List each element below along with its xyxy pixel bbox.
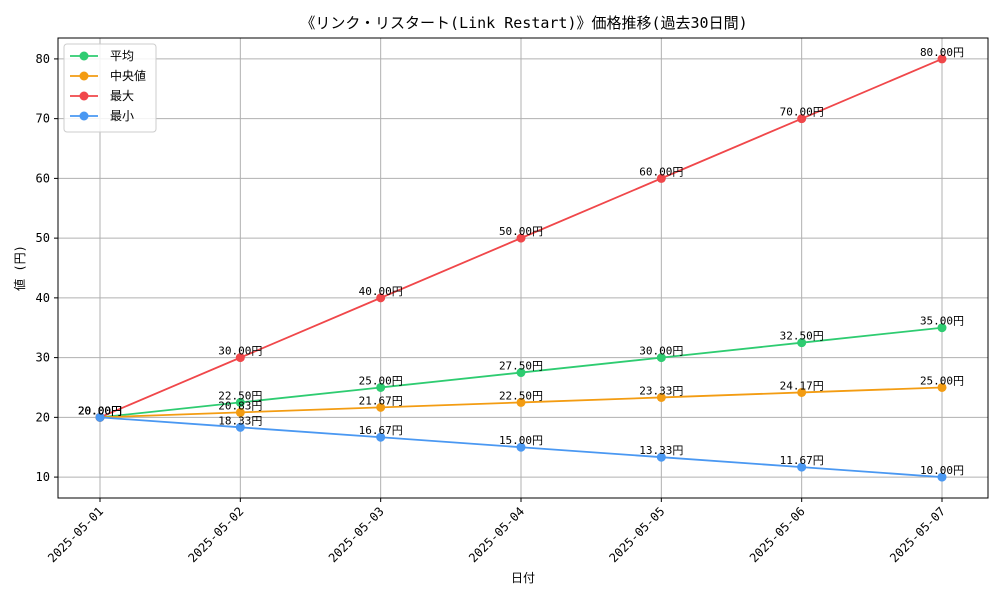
series-最大-point bbox=[937, 54, 947, 64]
series-中央値-point bbox=[516, 397, 526, 407]
data-label: 70.00円 bbox=[780, 106, 824, 119]
data-label: 13.33円 bbox=[639, 444, 683, 457]
y-tick-label: 10 bbox=[36, 470, 50, 484]
y-tick-label: 30 bbox=[36, 351, 50, 365]
data-label: 35.00円 bbox=[920, 315, 964, 328]
series-中央値-point bbox=[376, 402, 386, 412]
series-平均-point bbox=[937, 323, 947, 333]
y-tick-label: 50 bbox=[36, 231, 50, 245]
legend-swatch-marker bbox=[79, 71, 89, 81]
data-label: 25.00円 bbox=[359, 374, 403, 387]
data-label: 60.00円 bbox=[639, 165, 683, 178]
series-最小-point bbox=[516, 442, 526, 452]
series-中央値-point bbox=[235, 407, 245, 417]
series-最小-point bbox=[376, 432, 386, 442]
data-label: 80.00円 bbox=[920, 46, 964, 59]
legend-label: 最小 bbox=[110, 109, 134, 123]
data-label: 11.67円 bbox=[780, 454, 824, 467]
data-label: 30.00円 bbox=[639, 345, 683, 358]
series-最小-point bbox=[235, 422, 245, 432]
y-tick-label: 70 bbox=[36, 112, 50, 126]
data-label: 23.33円 bbox=[639, 384, 683, 397]
data-label: 16.67円 bbox=[359, 424, 403, 437]
y-tick-label: 60 bbox=[36, 171, 50, 185]
legend-swatch-marker bbox=[79, 51, 89, 61]
legend-swatch-marker bbox=[79, 111, 89, 121]
data-label: 24.17円 bbox=[780, 379, 824, 392]
legend-label: 平均 bbox=[110, 49, 134, 63]
chart-title: 《リンク・リスタート(Link Restart)》価格推移(過去30日間) bbox=[300, 14, 747, 32]
data-label: 20.00円 bbox=[78, 404, 122, 417]
series-group bbox=[95, 54, 947, 482]
series-中央値-point bbox=[937, 382, 947, 392]
y-tick-label: 80 bbox=[36, 52, 50, 66]
series-平均-point bbox=[656, 353, 666, 363]
data-label: 15.00円 bbox=[499, 434, 543, 447]
series-平均-point bbox=[235, 397, 245, 407]
data-label: 21.67円 bbox=[359, 394, 403, 407]
x-tick-label: 2025-05-07 bbox=[887, 504, 948, 565]
x-tick-label: 2025-05-06 bbox=[747, 504, 808, 565]
series-最大-point bbox=[235, 353, 245, 363]
data-label: 20.00円 bbox=[78, 404, 122, 417]
x-tick-label: 2025-05-04 bbox=[466, 504, 527, 565]
series-最小-point bbox=[797, 462, 807, 472]
series-最小-point bbox=[656, 452, 666, 462]
data-label: 22.50円 bbox=[499, 389, 543, 402]
series-最大-point bbox=[797, 114, 807, 124]
y-tick-label: 40 bbox=[36, 291, 50, 305]
x-tick-label: 2025-05-02 bbox=[185, 504, 246, 565]
data-label: 40.00円 bbox=[359, 285, 403, 298]
y-axis-label: 値 (円) bbox=[12, 245, 27, 291]
data-label: 20.83円 bbox=[218, 399, 262, 412]
legend-label: 中央値 bbox=[110, 68, 146, 83]
series-平均-point bbox=[797, 338, 807, 348]
data-label: 25.00円 bbox=[920, 374, 964, 387]
data-label: 20.00円 bbox=[78, 404, 122, 417]
series-平均-point bbox=[516, 368, 526, 378]
legend-label: 最大 bbox=[110, 89, 134, 103]
data-label: 30.00円 bbox=[218, 345, 262, 358]
x-axis-label: 日付 bbox=[511, 571, 535, 585]
series-最大-point bbox=[376, 293, 386, 303]
plot-frame bbox=[57, 37, 989, 499]
data-label: 32.50円 bbox=[780, 330, 824, 343]
data-label: 50.00円 bbox=[499, 225, 543, 238]
series-最小-point bbox=[937, 472, 947, 482]
x-axis: 2025-05-01 2025-05-02 2025-05-03 2025-05-04… bbox=[45, 498, 948, 565]
series-平均-point bbox=[376, 382, 386, 392]
series-中央値-point bbox=[797, 387, 807, 397]
legend-swatch-marker bbox=[79, 91, 89, 101]
series-最大-point bbox=[516, 233, 526, 243]
data-labels: 20.00円 22.50円 25.00円 27.50円 30.00円 32.50円 35.0… bbox=[78, 46, 964, 477]
x-tick-label: 2025-05-05 bbox=[606, 504, 667, 565]
data-label: 27.50円 bbox=[499, 360, 543, 373]
series-最大-point bbox=[656, 173, 666, 183]
data-label: 20.00円 bbox=[78, 404, 122, 417]
x-tick-label: 2025-05-01 bbox=[45, 504, 106, 565]
data-label: 22.50円 bbox=[218, 389, 262, 402]
data-label: 18.33円 bbox=[218, 414, 262, 427]
series-最小-point bbox=[95, 412, 105, 422]
x-tick-label: 2025-05-03 bbox=[326, 504, 387, 565]
series-中央値-point bbox=[656, 392, 666, 402]
legend-box bbox=[63, 43, 157, 133]
y-axis: 10 20 30 40 50 60 70 80 bbox=[36, 52, 58, 484]
data-label: 10.00円 bbox=[920, 464, 964, 477]
y-tick-label: 20 bbox=[36, 410, 50, 424]
grid bbox=[58, 38, 988, 498]
